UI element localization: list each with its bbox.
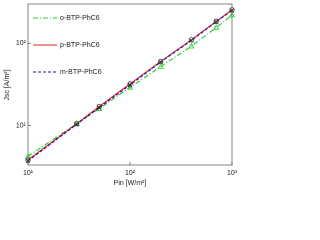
marker (213, 24, 220, 30)
legend-label: m-BTP-PhC6 (60, 69, 102, 76)
x-tick-label: 10¹ (23, 170, 34, 177)
marker (229, 7, 235, 13)
marker (25, 157, 31, 163)
marker (126, 83, 134, 90)
y-tick-label: 10¹ (16, 122, 27, 129)
marker (229, 8, 235, 13)
marker (158, 59, 163, 65)
series-line (27, 10, 233, 162)
marker (24, 152, 32, 159)
marker (228, 11, 236, 18)
x-tick-label: 10³ (227, 170, 237, 177)
marker (127, 81, 133, 87)
marker (97, 105, 102, 110)
x-tick-label: 10² (125, 170, 136, 177)
x-axis-label: Pin [W/m²] (114, 180, 147, 187)
marker (25, 158, 31, 164)
marker (127, 82, 133, 88)
marker (188, 37, 195, 43)
marker (158, 58, 164, 65)
marker (74, 122, 79, 127)
marker (74, 121, 80, 127)
y-axis-label: Jsc [A/m²] (4, 69, 11, 100)
legend-label: o-BTP-PhC6 (60, 15, 100, 22)
marker (188, 42, 195, 49)
chart: Pin [W/m²] Jsc [A/m²] 10¹ 10² 10³ 10¹ 10² o-B… (4, 3, 237, 187)
marker (213, 18, 219, 24)
legend-label: p-BTP-PhC6 (60, 42, 100, 49)
marker (189, 38, 194, 43)
marker (157, 63, 164, 69)
series-line (27, 9, 233, 161)
marker (213, 19, 219, 25)
y-tick-label: 10² (16, 40, 27, 47)
